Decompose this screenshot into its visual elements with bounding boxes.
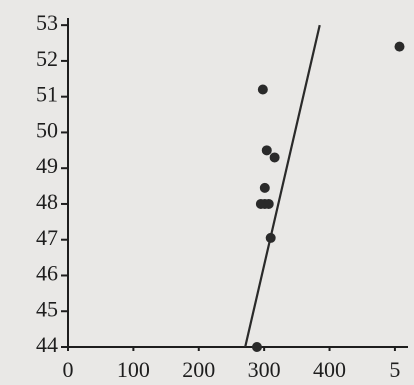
y-tick-label: 45: [36, 296, 58, 321]
point: [265, 232, 276, 243]
y-tick-label: 44: [36, 332, 58, 357]
point: [269, 152, 280, 163]
point: [261, 145, 272, 156]
point: [259, 182, 270, 193]
fit-line: [244, 24, 321, 348]
y-tick-label: 53: [36, 10, 58, 35]
y-tick-label: 46: [36, 261, 58, 286]
x-tick-label: 200: [182, 357, 215, 382]
y-tick-label: 47: [36, 225, 58, 250]
point: [257, 84, 268, 95]
x-tick-label: 0: [63, 357, 74, 382]
y-tick-label: 49: [36, 153, 58, 178]
point: [263, 198, 274, 209]
y-tick-label: 50: [36, 117, 58, 142]
x-tick-label: 400: [313, 357, 346, 382]
point: [251, 342, 262, 352]
y-tick-label: 48: [36, 189, 58, 214]
y-tick-label: 52: [36, 46, 58, 71]
x-tick-label: 5: [389, 357, 400, 382]
x-tick-label: 300: [248, 357, 281, 382]
x-tick-label: 100: [117, 357, 150, 382]
y-tick-label: 51: [36, 82, 58, 107]
point: [394, 41, 405, 52]
